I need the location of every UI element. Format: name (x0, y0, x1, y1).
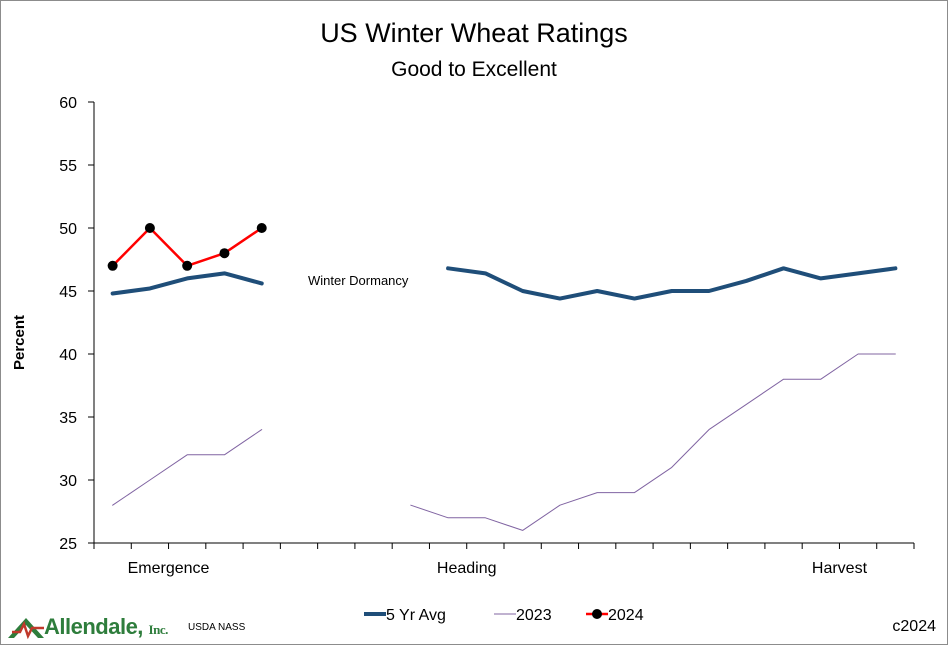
series-line-2023 (410, 353, 896, 531)
y-tick-label: 50 (59, 221, 77, 238)
y-tick-label: 55 (59, 158, 77, 175)
x-category-label: Heading (437, 560, 497, 577)
y-tick-label: 35 (59, 410, 77, 427)
legend-label: 2024 (608, 607, 644, 624)
series-point-2024 (256, 223, 267, 233)
source-note: USDA NASS (188, 622, 246, 633)
x-category-label: Emergence (128, 560, 210, 577)
legend-marker (592, 609, 602, 619)
series-point-2024 (182, 260, 193, 271)
series-line-5-yr-avg (446, 266, 898, 301)
series-point-2024 (144, 223, 155, 233)
y-axis-title: Percent (11, 315, 28, 370)
series-point-2024 (219, 248, 230, 259)
y-tick-label: 60 (59, 95, 77, 112)
series-line-2024 (111, 226, 263, 268)
y-tick-label: 45 (59, 284, 77, 301)
chart-subtitle: Good to Excellent (391, 58, 557, 81)
allendale-logo: Allendale, Inc. (8, 612, 178, 640)
logo-text: Allendale, Inc. (44, 614, 168, 639)
chart-title: US Winter Wheat Ratings (320, 18, 628, 48)
y-tick-label: 30 (59, 473, 77, 490)
y-tick-label: 40 (59, 347, 77, 364)
series-line-2023 (112, 429, 263, 506)
legend-label: 2023 (516, 607, 552, 624)
series-point-2024 (107, 260, 118, 271)
copyright-note: c2024 (892, 618, 936, 635)
series-line-5-yr-avg (110, 271, 264, 296)
logo-mark-icon (8, 618, 44, 640)
y-tick-label: 25 (59, 536, 77, 553)
winter-dormancy-annotation: Winter Dormancy (308, 273, 409, 288)
legend-label: 5 Yr Avg (386, 607, 446, 624)
x-category-label: Harvest (812, 560, 868, 577)
